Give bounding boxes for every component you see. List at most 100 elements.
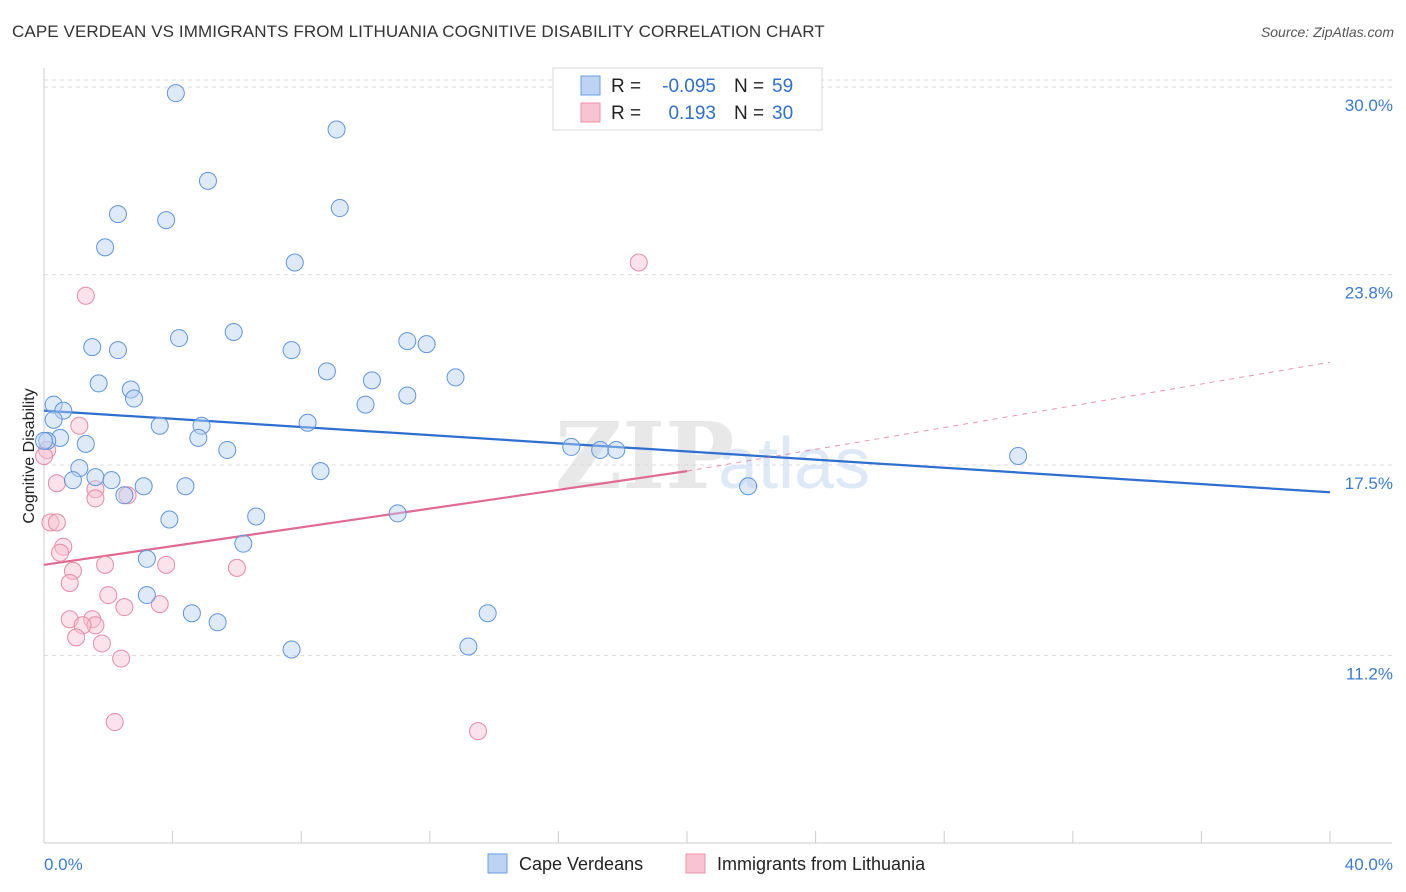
cape-verdean-point (137, 549, 156, 568)
trend-lines (43, 361, 1331, 566)
x-tick-label-max: 40.0% (1345, 855, 1393, 874)
legend-r-value-2: 0.193 (668, 103, 716, 124)
cape-verdean-point (298, 413, 317, 432)
cape-verdean-point (63, 471, 82, 490)
cape-verdean-point (189, 428, 208, 447)
lithuania-point (35, 446, 53, 465)
legend-n-value-2: 30 (772, 103, 793, 124)
lithuania-point (47, 513, 66, 532)
grid (44, 79, 1392, 657)
cape-verdean-point (218, 440, 237, 459)
y-tick-labels: 11.2% 17.5% 23.8% 30.0% (1345, 96, 1393, 683)
series-legend: Cape Verdeans Immigrants from Lithuania (487, 853, 926, 874)
cape-verdean-point (86, 468, 105, 487)
cape-verdean-point (44, 410, 63, 429)
legend-n-label-2: N = (734, 103, 764, 124)
lithuania-point (227, 558, 246, 577)
cape-verdean-point (607, 440, 626, 459)
cape-verdean-point (125, 389, 144, 408)
cape-verdean-point (157, 211, 176, 230)
y-tick-label: 17.5% (1345, 474, 1393, 493)
cape-verdean-point (44, 395, 63, 414)
cape-verdean-point (398, 332, 417, 351)
y-axis-label: Cognitive Disability (21, 388, 38, 523)
cape-verdean-point (208, 613, 227, 632)
cape-verdean-point (247, 507, 266, 526)
cape-verdean-point (317, 362, 336, 381)
legend-n-label-1: N = (734, 76, 764, 97)
cape-verdean-point (459, 637, 478, 656)
cape-verdean-point (160, 510, 179, 529)
trend-line-cape-verdean (43, 409, 1331, 494)
cape-verdean-point (282, 341, 301, 360)
cape-verdean-point (102, 471, 121, 490)
bottom-legend-swatch-pink (685, 853, 706, 874)
bottom-legend-label-1: Cape Verdeans (519, 854, 643, 874)
lithuania-point (629, 253, 648, 272)
legend-r-label-2: R = (611, 103, 641, 124)
cape-verdean-point (134, 477, 153, 496)
correlation-legend: R = -0.095 N = 59 R = 0.193 N = 30 (552, 67, 823, 131)
cape-verdean-point (108, 341, 127, 360)
bottom-legend-label-2: Immigrants from Lithuania (717, 854, 926, 874)
lithuania-point (157, 555, 176, 574)
x-tick-label-min: 0.0% (44, 855, 83, 874)
cape-verdean-point (591, 440, 610, 459)
lithuania-point (92, 634, 111, 653)
legend-swatch-pink (580, 102, 601, 123)
lithuania-point (469, 722, 488, 741)
axes (43, 68, 1392, 844)
cape-verdean-point (182, 604, 201, 623)
trend-line-lithuania (43, 470, 688, 566)
lithuania-point (47, 474, 66, 493)
lithuania-point (112, 649, 131, 668)
cape-verdean-point (89, 374, 108, 393)
legend-r-label-1: R = (611, 76, 641, 97)
cape-verdean-point (76, 434, 95, 453)
cape-verdean-point (137, 586, 156, 605)
cape-verdean-point (198, 171, 217, 190)
series-lithuania-points (35, 253, 648, 741)
lithuania-point (67, 628, 86, 647)
cape-verdean-point (96, 238, 115, 257)
trend-line-lithuania-extension (686, 361, 1331, 472)
y-tick-label: 23.8% (1345, 284, 1393, 303)
lithuania-point (150, 595, 169, 614)
cape-verdean-point (108, 205, 127, 224)
cape-verdean-point (150, 416, 169, 435)
cape-verdean-point (562, 437, 581, 456)
lithuania-point (86, 489, 105, 508)
lithuania-point (41, 513, 60, 532)
cape-verdean-point (285, 253, 304, 272)
cape-verdean-point (478, 604, 497, 623)
cape-verdean-point (83, 338, 102, 357)
lithuania-point (70, 416, 89, 435)
cape-verdean-point (398, 386, 417, 405)
cape-verdean-point (224, 323, 243, 342)
lithuania-point (115, 598, 134, 617)
watermark-atlas: atlas (718, 424, 870, 504)
cape-verdean-point (1009, 446, 1028, 465)
lithuania-point (76, 286, 95, 305)
cape-verdean-point (234, 534, 253, 553)
y-tick-label: 30.0% (1345, 96, 1393, 115)
legend-swatch-blue (580, 75, 601, 96)
cape-verdean-point (388, 504, 407, 523)
lithuania-point (51, 543, 70, 562)
cape-verdean-point (356, 395, 375, 414)
y-tick-label: 11.2% (1346, 665, 1393, 684)
chart-source: Source: ZipAtlas.com (1260, 24, 1394, 40)
cape-verdean-point (330, 199, 349, 218)
x-tick-labels: 0.0% 40.0% (44, 855, 1393, 874)
legend-r-value-1: -0.095 (662, 76, 716, 97)
series-cape-verdean-points (35, 84, 1028, 659)
lithuania-point (96, 555, 115, 574)
cape-verdean-point (192, 416, 211, 435)
cape-verdean-point (166, 84, 185, 103)
bottom-legend-swatch-blue (487, 853, 508, 874)
cape-verdean-point (282, 640, 301, 659)
cape-verdean-point (35, 431, 53, 450)
cape-verdean-point (446, 368, 465, 387)
cape-verdean-point (170, 329, 189, 348)
cape-verdean-point (739, 477, 758, 496)
